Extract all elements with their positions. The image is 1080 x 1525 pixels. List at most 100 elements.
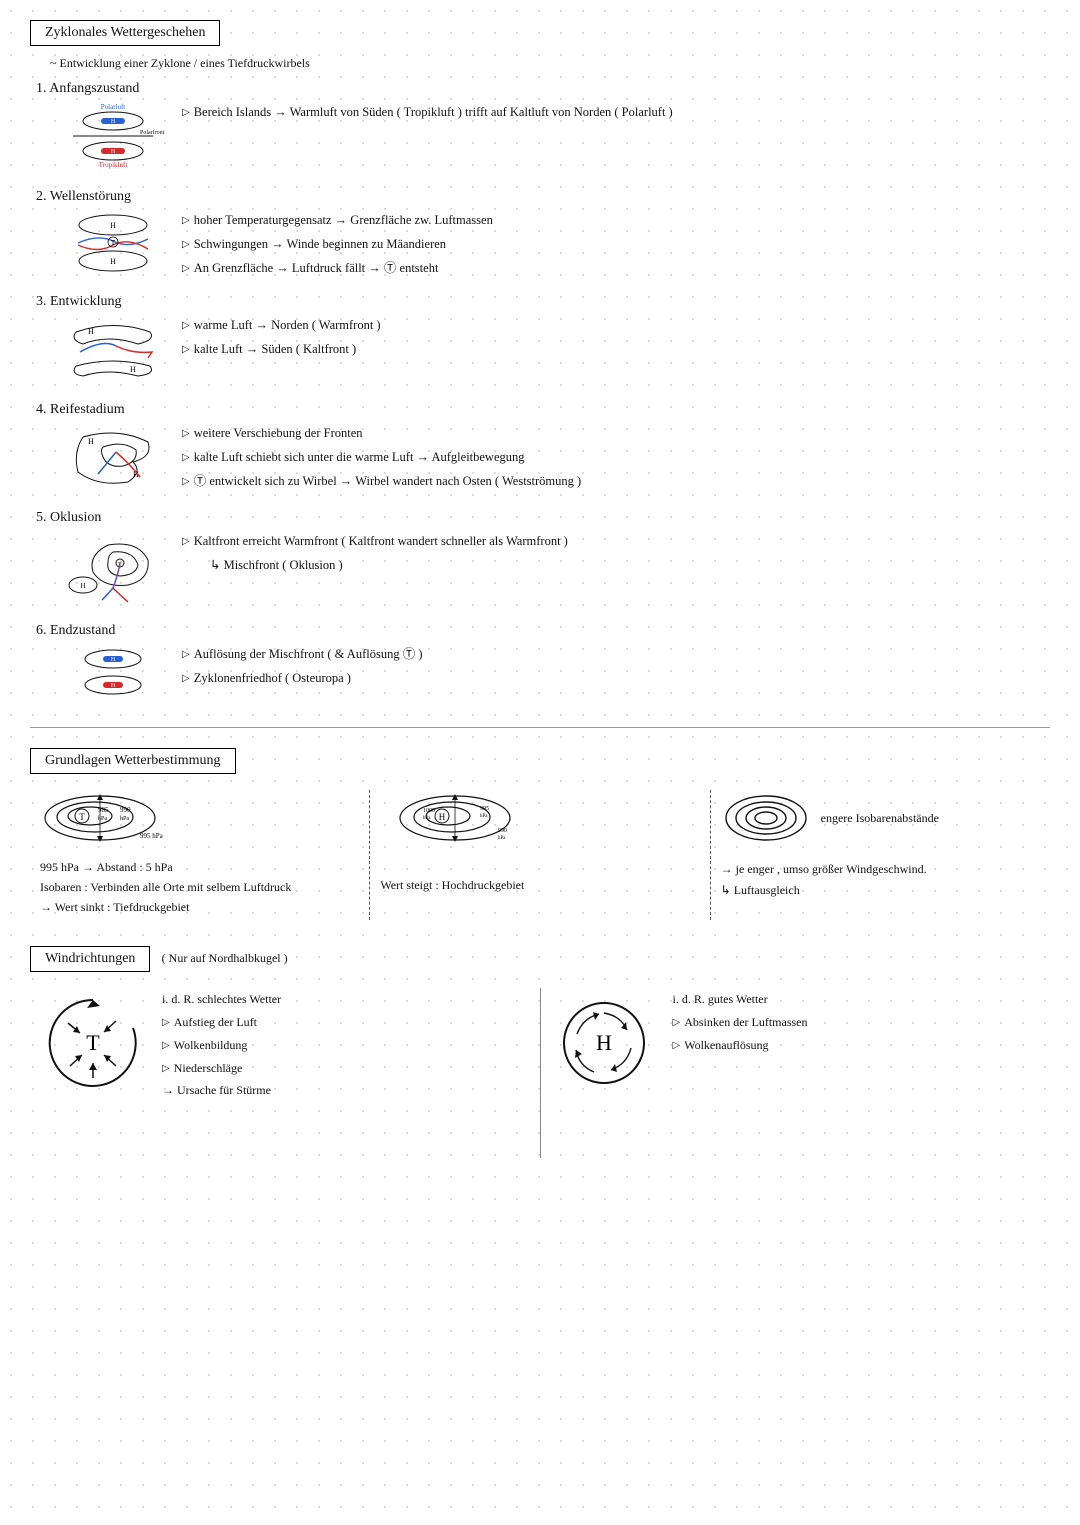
svg-text:H: H [88,327,94,336]
stage5-name: Oklusion [50,510,101,525]
stage6-p2: Zyklonenfriedhof ( Osteuropa ) [194,671,351,685]
high-points: i. d. R. gutes Wetter ▷Absinken der Luft… [673,988,808,1158]
stage3-heading: 3. Entwicklung [36,294,1050,310]
stage2-name: Wellenstörung [50,189,131,204]
low-p3: Niederschläge [174,1061,243,1075]
svg-text:H: H [111,683,116,689]
bullet-icon: ▷ [162,1013,170,1032]
stage1-heading: 1. Anfangszustand [36,81,1050,97]
low-tail: → Ursache für Stürme [162,1079,281,1102]
stage2-points: ▷ hoher Temperaturgegensatz → Grenzfläche… [182,209,1050,280]
stage3-p2: kalte Luft → Süden ( Kaltfront ) [194,342,356,356]
stage1-diagram: Polarluft H Polarfront H Tropikluft [58,101,168,175]
svg-text:T: T [111,239,116,247]
svg-text:hPa: hPa [120,816,129,822]
col-tief: T 985 hPa 990 hPa 995 hPa 995 hPa → Abst… [30,790,369,920]
stage4-p1: weitere Verschiebung der Fronten [194,426,363,440]
svg-text:H: H [110,257,116,266]
low-points: i. d. R. schlechtes Wetter ▷ Aufstieg der… [162,988,281,1158]
svg-text:1000: 1000 [423,808,435,814]
bullet-icon: ▷ [162,1059,170,1078]
section3-subtitle: ( Nur auf Nordhalbkugel ) [162,951,288,965]
stage6-name: Endzustand [50,623,115,638]
col3-line3: ↳ Luftausgleich [721,880,1040,900]
stage1-name: Anfangszustand [49,81,139,96]
stage2-p1: hoher Temperaturgegensatz → Grenzfläche … [194,213,493,227]
stage1-row: Polarluft H Polarfront H Tropikluft ▷ Ber… [58,101,1050,175]
bullet-icon: ▷ [182,103,190,122]
svg-text:hPa: hPa [98,816,107,822]
isobar-high-diagram: H 1000 hPa 995 hPa 990 hPa [380,790,550,850]
stage5-heading: 5. Oklusion [36,510,1050,526]
svg-text:990: 990 [498,828,507,834]
low-head: i. d. R. schlechtes Wetter [162,988,281,1011]
stage2-diagram: H T H [58,209,168,278]
bullet-icon: ▷ [182,316,190,335]
stage5-num: 5. [36,510,47,525]
low-p2: Wolkenbildung [174,1038,248,1052]
svg-text:H: H [439,812,446,822]
stage3-p1: warme Luft → Norden ( Warmfront ) [194,318,381,332]
stage3-points: ▷warme Luft → Norden ( Warmfront ) ▷kalt… [182,314,1050,362]
col2-line1: Wert steigt : Hochdruckgebiet [380,875,699,895]
stage3-num: 3. [36,294,47,309]
stage2-p3: An Grenzfläche → Luftdruck fällt → Ⓣ ent… [194,261,439,275]
stage1-p1: Bereich Islands → Warmluft von Süden ( T… [194,105,673,119]
svg-text:995 hPa: 995 hPa [140,832,164,840]
svg-text:T: T [79,812,85,822]
stage6-row: H H ▷ Auflösung der Mischfront ( & Auflös… [58,643,1050,707]
stage4-p3: Ⓣ entwickelt sich zu Wirbel → Wirbel wan… [194,474,581,488]
stage2-p2: Schwingungen → Winde beginnen zu Mäandie… [194,237,446,251]
bullet-icon: ▷ [162,1036,170,1055]
col-hoch: H 1000 hPa 995 hPa 990 hPa Wert steigt :… [370,790,709,920]
stage1-points: ▷ Bereich Islands → Warmluft von Süden ( … [182,101,1050,125]
bullet-icon: ▷ [673,1036,681,1055]
stage1-num: 1. [36,81,47,96]
col1-line1: 995 hPa → Abstand : 5 hPa [40,857,359,877]
stage6-p1: Auflösung der Mischfront ( & Auflösung Ⓣ… [194,647,423,661]
high-pressure-col: H i. d. R. gutes Wetter ▷Absinken der Lu… [541,988,1051,1158]
stage3-name: Entwicklung [50,294,122,309]
bullet-icon: ▷ [182,532,190,551]
stage5-row: T H ▷Kaltfront erreicht Warmfront ( Kalt… [58,530,1050,609]
low-pressure-col: T i. d. R. schlechtes Wetter ▷ Aufstieg d… [30,988,540,1158]
low-pressure-diagram: T [38,988,148,1098]
svg-text:hPa: hPa [423,816,431,821]
svg-text:hPa: hPa [498,836,506,841]
bullet-icon: ▷ [182,235,190,254]
col1-line3: → Wert sinkt : Tiefdruckgebiet [40,897,359,917]
stage3-row: H H ▷warme Luft → Norden ( Warmfront ) ▷… [58,314,1050,388]
stage5-p2: ↳ Mischfront ( Oklusion ) [210,558,343,572]
svg-text:H: H [111,657,116,663]
section2-columns: T 985 hPa 990 hPa 995 hPa 995 hPa → Abst… [30,790,1050,920]
high-head: i. d. R. gutes Wetter [673,988,808,1011]
divider [30,727,1050,728]
bullet-icon: ▷ [182,448,190,467]
label-polarluft: Polarluft [101,103,126,111]
isobar-low-diagram: T 985 hPa 990 hPa 995 hPa [40,790,210,850]
stage2-heading: 2. Wellenstörung [36,189,1050,205]
svg-text:H: H [111,149,116,155]
stage6-points: ▷ Auflösung der Mischfront ( & Auflösung … [182,643,1050,691]
svg-text:T: T [86,1030,100,1055]
bullet-icon: ▷ [182,645,190,664]
stage4-p2: kalte Luft schiebt sich unter die warme … [194,450,525,464]
stage6-heading: 6. Endzustand [36,623,1050,639]
col-eng: engere Isobarenabstände → je enger , ums… [711,790,1050,920]
section3-title: Windrichtungen [30,946,150,972]
svg-text:H: H [130,365,136,374]
col1-line2: Isobaren : Verbinden alle Orte mit selbe… [40,877,359,897]
label-tropikluft: Tropikluft [99,161,128,169]
high-p1: Absinken der Luftmassen [684,1015,807,1029]
stage2-row: H T H ▷ hoher Temperaturgegensatz → Grenz… [58,209,1050,280]
col3-line1: engere Isobarenabstände [821,808,939,828]
svg-text:H: H [596,1030,612,1055]
svg-text:H: H [80,582,85,590]
svg-text:995: 995 [480,806,489,812]
section1-title: Zyklonales Wettergeschehen [30,20,220,46]
svg-text:H: H [110,221,116,230]
stage5-points: ▷Kaltfront erreicht Warmfront ( Kaltfron… [182,530,1050,578]
low-p1: Aufstieg der Luft [174,1015,257,1029]
stage4-name: Reifestadium [50,402,125,417]
stage6-diagram: H H [58,643,168,707]
